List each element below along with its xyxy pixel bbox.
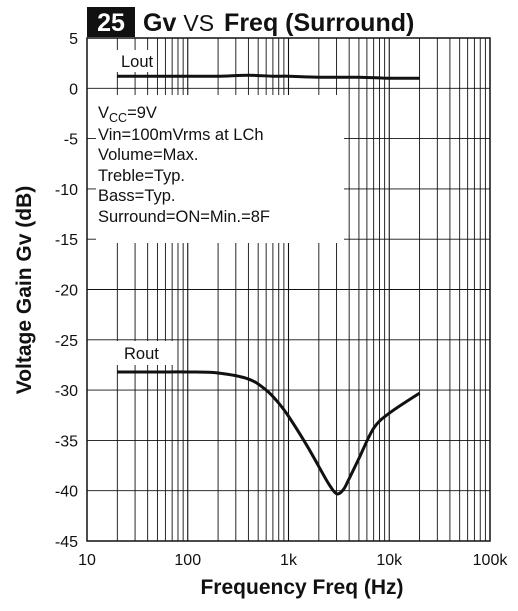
conditions-text: VCC=9V Vin=100mVrms at LCh Volume=Max. T… — [98, 104, 270, 226]
y-tick-label: -30 — [55, 383, 78, 400]
vcc-prefix: V — [98, 104, 109, 122]
y-tick-label: 0 — [69, 81, 78, 98]
rout-label-box — [116, 341, 176, 365]
y-tick-label: 5 — [69, 31, 78, 48]
title-part-3: Freq (Surround) — [224, 9, 414, 37]
figure-number-box — [87, 7, 135, 37]
title-part-1: Gv — [143, 9, 176, 37]
plot-frame — [86, 37, 491, 542]
vcc-suffix: =9V — [127, 104, 157, 122]
y-tick-label: -10 — [55, 182, 78, 199]
title-part-2: VS — [183, 10, 214, 36]
series-line-rout — [117, 370, 421, 496]
x-axis-label: Frequency Freq (Hz) — [200, 576, 403, 599]
y-axis-label: Voltage Gain Gv (dB) — [13, 186, 36, 394]
condition-line-1: Vin=100mVrms at LCh — [98, 126, 264, 144]
y-tick-label: -5 — [64, 132, 78, 149]
condition-line-2: Volume=Max. — [98, 146, 198, 164]
x-tick-label: 1k — [280, 552, 298, 569]
grid — [87, 38, 490, 541]
y-tick-label: -15 — [55, 232, 78, 249]
condition-line-3: Treble=Typ. — [98, 167, 185, 185]
x-tick-labels: 10 100 1k 10k 100k — [78, 552, 508, 569]
conditions-box — [96, 95, 344, 243]
y-tick-label: -45 — [55, 534, 78, 551]
chart-title: 25 Gv VS Freq (Surround) — [87, 7, 414, 37]
condition-vcc: VCC=9V — [98, 104, 157, 125]
condition-line-4: Bass=Typ. — [98, 187, 176, 205]
x-tick-label: 10 — [78, 552, 96, 569]
series-label-lout: Lout — [121, 53, 154, 71]
lout-label-box — [116, 50, 150, 72]
y-tick-label: -40 — [55, 484, 78, 501]
x-tick-label: 10k — [376, 552, 403, 569]
vcc-subscript: CC — [109, 111, 127, 125]
title-text: Gv VS Freq (Surround) — [143, 9, 414, 37]
series-label-rout: Rout — [124, 345, 159, 363]
series-lines — [117, 73, 421, 496]
x-tick-label: 100 — [174, 552, 201, 569]
series-line-lout — [117, 73, 420, 80]
y-tick-label: -20 — [55, 283, 78, 300]
figure-number: 25 — [97, 9, 125, 37]
y-tick-label: -25 — [55, 333, 78, 350]
x-tick-label: 100k — [473, 552, 509, 569]
condition-line-5: Surround=ON=Min.=8F — [98, 208, 270, 226]
y-tick-labels: 5 0 -5 -10 -15 -20 -25 -30 -35 -40 -45 — [55, 31, 78, 551]
y-tick-label: -35 — [55, 433, 78, 450]
